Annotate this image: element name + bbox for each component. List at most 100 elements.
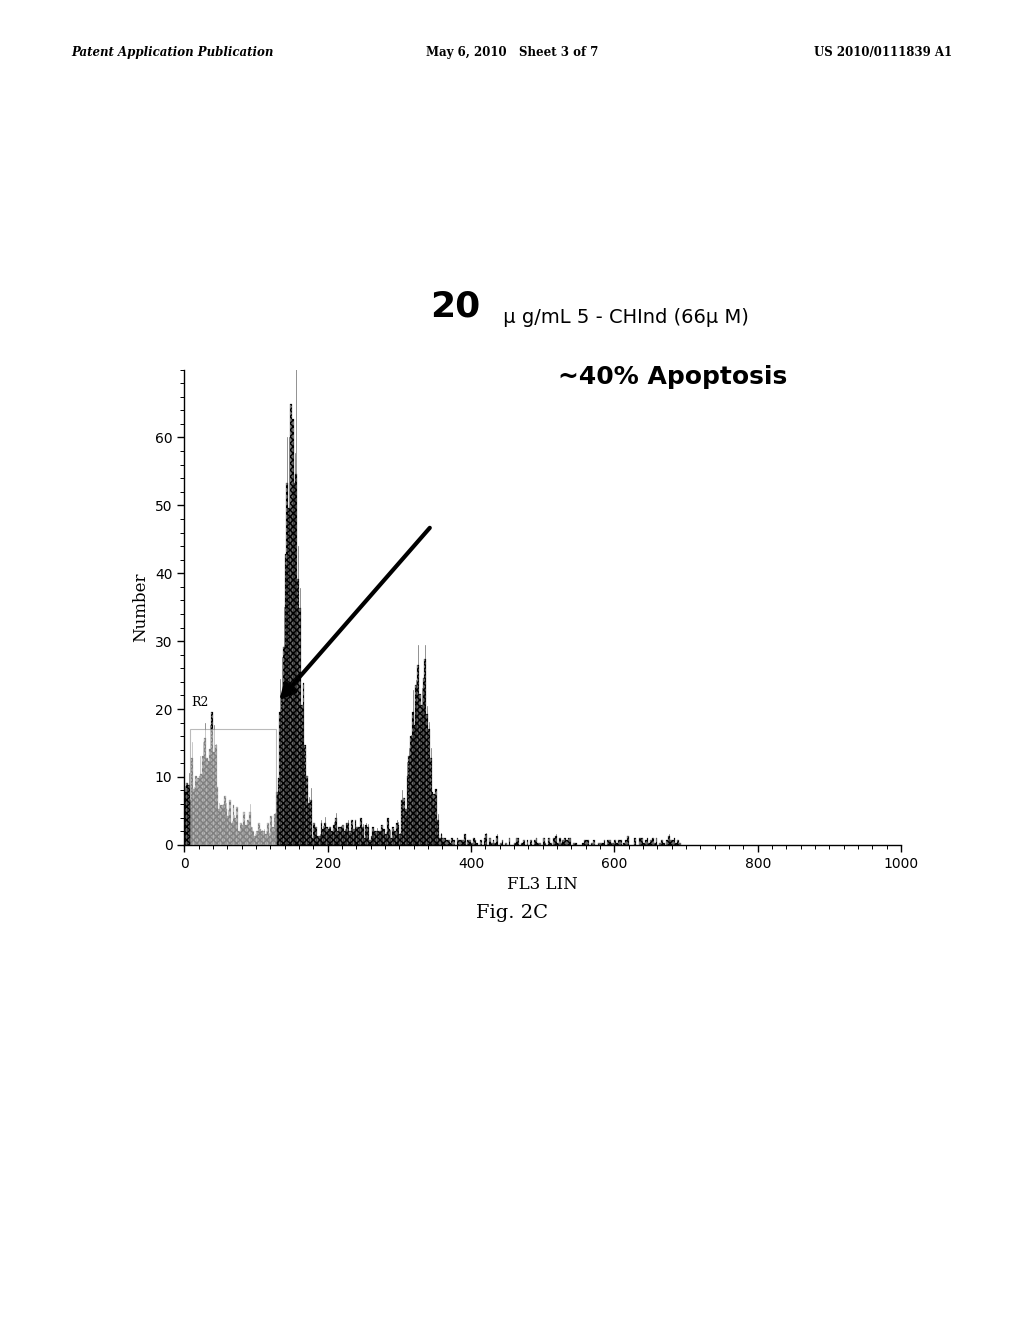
Bar [265,834,266,845]
Bar [270,816,272,845]
Bar [358,828,360,845]
Bar [209,750,211,845]
Bar [387,818,389,845]
Bar [385,834,387,845]
Bar [356,828,358,845]
Bar [352,829,354,845]
Bar [514,842,516,845]
Bar [610,842,612,845]
Bar [602,842,604,845]
Bar [566,841,567,845]
Bar [521,842,523,845]
Bar [261,832,263,845]
Bar [655,838,657,845]
Bar [539,842,541,845]
Bar [240,822,242,845]
Bar [462,841,464,845]
Bar [287,483,289,845]
Bar [232,805,234,845]
Bar [617,841,620,845]
Bar [474,841,476,845]
Bar [195,776,197,845]
Bar [607,841,609,845]
Bar [184,792,186,845]
Bar [378,832,380,845]
Bar [564,838,566,845]
Bar [268,836,270,845]
Bar [516,838,517,845]
Bar [225,809,227,845]
Bar [534,841,536,845]
Bar [473,838,474,845]
Bar [240,822,242,845]
Bar [641,838,643,845]
Bar [194,789,195,845]
Bar [428,730,430,845]
Bar [202,756,204,845]
Bar [199,776,201,845]
Bar [227,816,229,845]
Bar [369,841,371,845]
Bar [476,842,478,845]
Bar [437,821,438,845]
Bar [663,842,665,845]
Bar [467,841,469,845]
Bar [624,842,625,845]
Bar [586,841,588,845]
Bar [217,787,218,845]
Bar [659,842,662,845]
Bar [428,730,430,845]
Text: ~40% Apoptosis: ~40% Apoptosis [558,366,787,389]
Bar [297,578,299,845]
Bar [281,696,283,845]
Bar [249,812,251,845]
Text: Patent Application Publication: Patent Application Publication [72,46,274,59]
Bar [332,832,333,845]
Bar [450,842,452,845]
Bar [627,836,629,845]
Bar [385,834,387,845]
Bar [256,832,258,845]
Bar [209,750,211,845]
Bar [272,828,273,845]
Bar [215,744,217,845]
Bar [567,838,569,845]
Bar [634,838,636,845]
Bar [663,842,665,845]
Bar [346,822,347,845]
Bar [575,842,577,845]
Bar [600,842,602,845]
Bar [526,841,528,845]
Bar [543,838,545,845]
Bar [367,828,369,845]
Bar [324,822,326,845]
Bar [399,834,401,845]
Bar [453,841,455,845]
Bar [416,685,418,845]
Bar [191,758,194,845]
Bar [395,822,397,845]
Bar [313,822,315,845]
Bar [335,818,337,845]
Bar [493,841,495,845]
Bar [418,665,419,845]
Bar [442,838,444,845]
Bar [573,842,575,845]
Bar [390,838,392,845]
Bar [246,825,247,845]
Bar [394,832,395,845]
Bar [424,659,426,845]
Bar [188,785,189,845]
Bar [289,508,290,845]
Bar [402,799,404,845]
Bar [480,841,481,845]
Bar [447,841,450,845]
Bar [453,841,455,845]
Bar [338,828,340,845]
Bar [227,816,229,845]
Bar [197,779,199,845]
Bar [344,832,345,845]
Bar [275,792,278,845]
Bar [397,825,399,845]
Bar [647,838,648,845]
